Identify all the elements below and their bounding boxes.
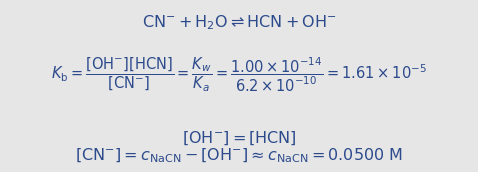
Text: $\mathrm{[OH^{-}] = [HCN]}$: $\mathrm{[OH^{-}] = [HCN]}$ [182,130,296,147]
Text: $\mathrm{[CN^{-}]} = c_\mathrm{NaCN} - \mathrm{[OH^{-}]} \approx c_\mathrm{NaCN}: $\mathrm{[CN^{-}]} = c_\mathrm{NaCN} - \… [75,147,403,165]
Text: $K_\mathrm{b} = \dfrac{[\mathrm{OH^{-}}][\mathrm{HCN}]}{[\mathrm{CN^{-}}]} = \df: $K_\mathrm{b} = \dfrac{[\mathrm{OH^{-}}]… [51,55,427,93]
Text: $\mathrm{CN^{-} + H_2O \rightleftharpoons HCN + OH^{-}}$: $\mathrm{CN^{-} + H_2O \rightleftharpoon… [142,14,336,32]
